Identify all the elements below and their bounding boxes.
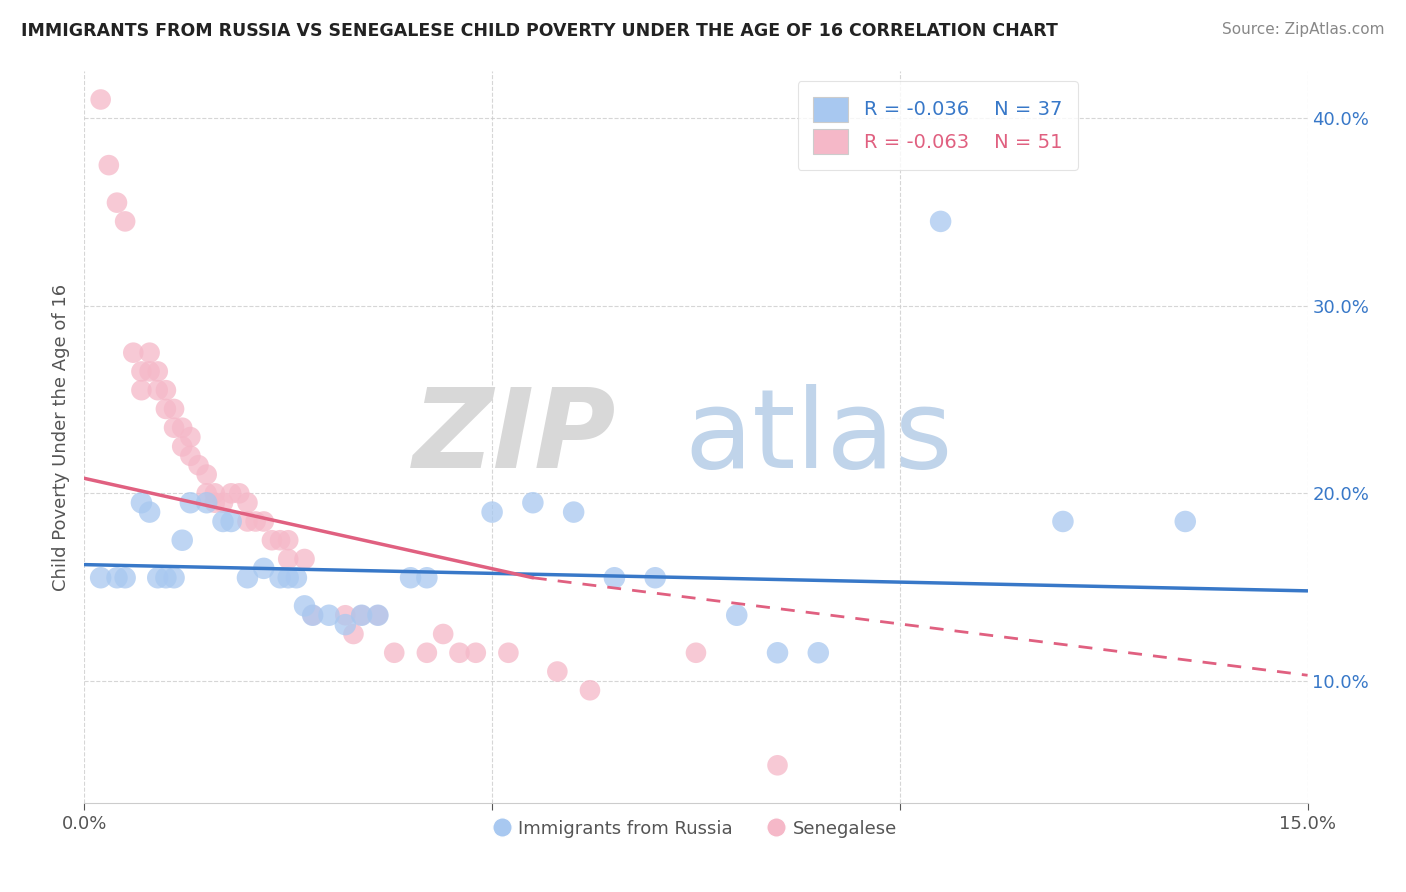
Point — [481, 505, 503, 519]
Point — [163, 401, 186, 416]
Point — [236, 496, 259, 510]
Point — [367, 608, 389, 623]
Point — [367, 608, 389, 623]
Point — [253, 515, 276, 529]
Point — [644, 571, 666, 585]
Point — [382, 646, 405, 660]
Point — [766, 646, 789, 660]
Point — [219, 486, 242, 500]
Point — [122, 345, 145, 359]
Legend: Immigrants from Russia, Senegalese: Immigrants from Russia, Senegalese — [488, 813, 904, 845]
Point — [301, 608, 323, 623]
Point — [179, 449, 201, 463]
Point — [685, 646, 707, 660]
Text: ZIP: ZIP — [413, 384, 616, 491]
Point — [766, 758, 789, 772]
Point — [187, 458, 209, 473]
Point — [172, 420, 194, 434]
Point — [155, 383, 177, 397]
Point — [114, 214, 136, 228]
Point — [269, 533, 291, 548]
Point — [807, 646, 830, 660]
Point — [195, 467, 218, 482]
Point — [342, 627, 364, 641]
Point — [416, 646, 439, 660]
Point — [350, 608, 373, 623]
Point — [432, 627, 454, 641]
Point — [146, 364, 169, 378]
Point — [105, 571, 128, 585]
Point — [562, 505, 585, 519]
Point — [294, 552, 316, 566]
Point — [725, 608, 748, 623]
Point — [236, 571, 259, 585]
Point — [179, 496, 201, 510]
Point — [131, 383, 153, 397]
Point — [114, 571, 136, 585]
Point — [603, 571, 626, 585]
Point — [277, 571, 299, 585]
Point — [146, 383, 169, 397]
Point — [204, 496, 226, 510]
Point — [318, 608, 340, 623]
Point — [228, 486, 250, 500]
Point — [285, 571, 308, 585]
Point — [253, 561, 276, 575]
Point — [546, 665, 568, 679]
Text: atlas: atlas — [685, 384, 952, 491]
Point — [1052, 515, 1074, 529]
Text: Source: ZipAtlas.com: Source: ZipAtlas.com — [1222, 22, 1385, 37]
Point — [498, 646, 520, 660]
Point — [131, 364, 153, 378]
Point — [138, 345, 160, 359]
Text: IMMIGRANTS FROM RUSSIA VS SENEGALESE CHILD POVERTY UNDER THE AGE OF 16 CORRELATI: IMMIGRANTS FROM RUSSIA VS SENEGALESE CHI… — [21, 22, 1057, 40]
Point — [105, 195, 128, 210]
Point — [350, 608, 373, 623]
Point — [172, 533, 194, 548]
Point — [269, 571, 291, 585]
Point — [212, 515, 235, 529]
Point — [155, 401, 177, 416]
Point — [449, 646, 471, 660]
Point — [155, 571, 177, 585]
Point — [131, 496, 153, 510]
Point — [260, 533, 283, 548]
Point — [579, 683, 602, 698]
Point — [204, 486, 226, 500]
Point — [522, 496, 544, 510]
Point — [219, 515, 242, 529]
Point — [236, 515, 259, 529]
Point — [277, 552, 299, 566]
Point — [416, 571, 439, 585]
Point — [335, 617, 357, 632]
Point — [138, 364, 160, 378]
Point — [929, 214, 952, 228]
Point — [294, 599, 316, 613]
Point — [172, 440, 194, 454]
Point — [138, 505, 160, 519]
Point — [146, 571, 169, 585]
Point — [90, 93, 112, 107]
Point — [399, 571, 422, 585]
Point — [335, 608, 357, 623]
Point — [195, 496, 218, 510]
Point — [163, 571, 186, 585]
Point — [464, 646, 486, 660]
Point — [277, 533, 299, 548]
Point — [1174, 515, 1197, 529]
Point — [90, 571, 112, 585]
Point — [212, 496, 235, 510]
Point — [163, 420, 186, 434]
Point — [301, 608, 323, 623]
Point — [195, 486, 218, 500]
Point — [179, 430, 201, 444]
Point — [97, 158, 120, 172]
Y-axis label: Child Poverty Under the Age of 16: Child Poverty Under the Age of 16 — [52, 284, 70, 591]
Point — [245, 515, 267, 529]
